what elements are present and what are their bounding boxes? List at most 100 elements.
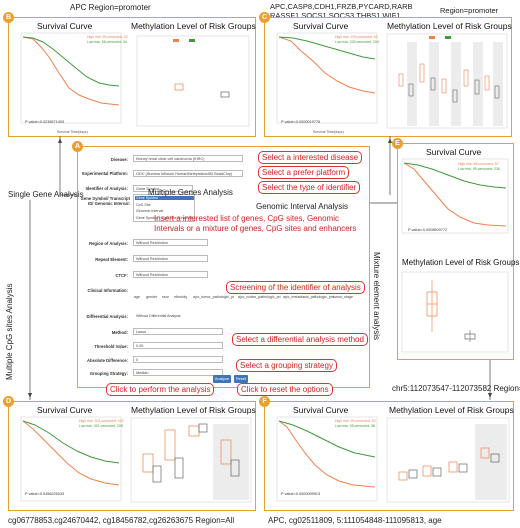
identifier-option-3[interactable]: Genomic Interval xyxy=(136,209,164,213)
disease-label: Disease: xyxy=(110,157,128,162)
methylation-plot-c xyxy=(386,33,508,129)
legend-low-f: Low risk: 95,censored: 38 xyxy=(335,424,375,428)
clinical-option-race[interactable]: race xyxy=(162,295,169,299)
pvalue-d: P value=0.0456225033 xyxy=(25,492,65,496)
callout-identifier: Select the type of identifier xyxy=(258,181,361,194)
absdiff-input[interactable]: 0 xyxy=(133,356,223,363)
grouping-select[interactable]: Median xyxy=(133,369,223,376)
survival-title-c: Survival Curve xyxy=(293,21,349,31)
panel-b: B Survival Curve Methylation Level of Ri… xyxy=(3,12,256,137)
methylation-plot-e xyxy=(401,271,509,353)
identifier-option-1[interactable]: Gene Symbol xyxy=(135,196,194,200)
survival-title-e: Survival Curve xyxy=(426,147,482,157)
identifier-option-4[interactable]: Gene Symbol + CpG Site + Interval xyxy=(136,215,193,220)
survival-title-b: Survival Curve xyxy=(37,21,93,31)
legend-high-f: High risk: 95,censored: 52 xyxy=(335,419,376,423)
methylation-plot-d xyxy=(130,417,252,503)
clinical-option-pt[interactable]: ajcc_tumor_pathologic_pt xyxy=(193,295,234,299)
clinical-option-ethnicity[interactable]: ethnicity xyxy=(174,295,188,299)
caption-f: APC, cg02511809, 5:111054848-111095813, … xyxy=(268,516,442,525)
panel-a-letter: A xyxy=(72,141,83,152)
legend-high-b: High risk: 55,censored: 32 xyxy=(87,35,128,39)
callout-insert: Insert a interested list of genes, CpG s… xyxy=(154,214,357,233)
panel-e-letter: E xyxy=(392,138,403,149)
methylation-title-d: Methylation Level of Risk Groups xyxy=(131,405,256,415)
analyze-button[interactable]: Analyze xyxy=(213,375,231,383)
pvalue-b: P value=0.0236571493 xyxy=(25,120,65,124)
panel-c: C Survival Curve Methylation Level of Ri… xyxy=(259,12,512,137)
arrow-label-single-gene: Single Gene Analysis xyxy=(8,190,84,199)
threshold-input[interactable]: 0.05 xyxy=(133,342,223,349)
gene-symbol-label: Gene Symbol/ Transcript ID/ Genomic Inte… xyxy=(80,196,130,206)
pvalue-f: P value=0.0000099913 xyxy=(281,492,321,496)
survival-plot-b xyxy=(20,32,122,124)
panel-b-letter: B xyxy=(3,12,14,23)
panel-d: D Survival Curve Methylation Level of Ri… xyxy=(3,396,256,511)
method-select[interactable]: Lasso xyxy=(133,328,223,335)
clinical-option-pn[interactable]: ajcc_nodes_pathologic_pn xyxy=(238,295,281,299)
identifier-label: Identifier of Analysis: xyxy=(85,186,128,191)
callout-grouping: Select a grouping strategy xyxy=(236,359,337,372)
panel-c-letter: C xyxy=(259,12,270,23)
survival-xlabel-b: Survival Time(days) xyxy=(57,130,88,134)
methylation-title-e: Methylation Level of Risk Groups xyxy=(402,258,520,267)
repeat-select[interactable]: Without Restriction xyxy=(133,255,208,262)
panel-e: E Survival Curve High risk: 95,censored:… xyxy=(392,138,519,360)
callout-perform: Click to perform the analysis xyxy=(106,383,215,396)
survival-plot-f xyxy=(276,416,378,502)
methylation-plot-b xyxy=(136,35,250,127)
legend-high-c: High risk: 239,censored: 62 xyxy=(335,35,378,39)
survival-plot-c xyxy=(276,32,378,124)
arrow-label-multiple-cpg: Multiple CpG sites Analysis xyxy=(5,283,14,380)
ctcf-select[interactable]: Without Restriction xyxy=(133,271,208,278)
callout-disease: Select a interested disease xyxy=(258,151,363,164)
grouping-label: Grouping Strategy: xyxy=(89,371,128,376)
legend-low-c: Low risk: 239,censored: 204 xyxy=(335,40,379,44)
caption-d: cg06778853,cg24670442, cg18456782,cg2626… xyxy=(8,516,235,525)
arrow-label-multiple-genes: Multiple Genes Analysis xyxy=(148,188,233,197)
callout-method: Select a differential analysis method xyxy=(232,333,368,346)
identifier-option-2[interactable]: CpG Site xyxy=(136,202,151,207)
clinical-label: Clinical Information: xyxy=(87,288,128,293)
callout-platform: Select a prefer platform xyxy=(258,166,350,179)
survival-title-d: Survival Curve xyxy=(37,405,93,415)
legend-low-d: Low risk: 301,censored: 208 xyxy=(79,424,123,428)
region-label: Region of Analysis: xyxy=(89,241,128,246)
panel-d-letter: D xyxy=(3,396,14,407)
region-select[interactable]: Without Restriction xyxy=(133,239,208,246)
methylation-plot-f xyxy=(386,417,510,503)
methylation-title-f: Methylation Level of Risk Groups xyxy=(389,405,514,415)
absdiff-label: Absolute Difference: xyxy=(87,358,128,363)
clinical-option-age[interactable]: age xyxy=(134,295,140,299)
clinical-option-stage[interactable]: tumor_stage xyxy=(333,295,353,299)
ctcf-label: CTCF: xyxy=(115,273,128,278)
pvalue-e: P value=0.0008500772 xyxy=(408,228,448,232)
reset-button[interactable]: Reset xyxy=(234,375,248,383)
survival-xlabel-c: Survival Time(days) xyxy=(313,130,344,134)
survival-plot-e xyxy=(401,158,509,234)
legend-low-e: Low risk: 95,censored: 236 xyxy=(458,167,500,171)
method-label: Method: xyxy=(111,330,128,335)
platform-select[interactable]: GDC (Illumina Infinium HumanMethylation4… xyxy=(133,170,243,177)
clinical-option-gender[interactable]: gender xyxy=(146,295,158,299)
methylation-title-b: Methylation Level of Risk Groups xyxy=(131,21,256,31)
methylation-title-c: Methylation Level of Risk Groups xyxy=(387,21,512,31)
pvalue-c: P value=0.0000019776 xyxy=(281,120,321,124)
platform-label: Experimental Platform: xyxy=(82,171,128,176)
callout-screening: Screening of the identifier of analysis xyxy=(226,281,365,294)
repeat-label: Repeat Element: xyxy=(95,257,128,262)
caption-b: APC Region=promoter xyxy=(70,3,151,12)
caption-c-line2: RASSF1,SOCS1,SOCS3,THBS1,WIF1 xyxy=(270,11,401,20)
identifier-dropdown[interactable]: Gene Symbol CpG Site Genomic Interval Ge… xyxy=(133,194,195,222)
callout-reset: Click to reset the options xyxy=(237,383,333,396)
caption-c-region: Region=promoter xyxy=(440,6,499,15)
panel-f: F Survival Curve Methylation Level of Ri… xyxy=(259,396,514,511)
panel-a: A Disease: Kidney renal clear cell carci… xyxy=(72,141,370,388)
identifier-select[interactable]: Gene Symbol xyxy=(133,185,193,192)
survival-title-f: Survival Curve xyxy=(293,405,349,415)
threshold-label: Threshold Value: xyxy=(94,344,128,349)
clinical-option-pm[interactable]: ajcc_metastasis_pathologic_pm xyxy=(283,295,334,299)
disease-select[interactable]: Kidney renal clear cell carcinoma (KIRC) xyxy=(133,155,243,162)
differential-checkbox[interactable]: Without Differential Analysis xyxy=(136,314,181,318)
differential-label: Differential Analysis: xyxy=(86,314,129,319)
